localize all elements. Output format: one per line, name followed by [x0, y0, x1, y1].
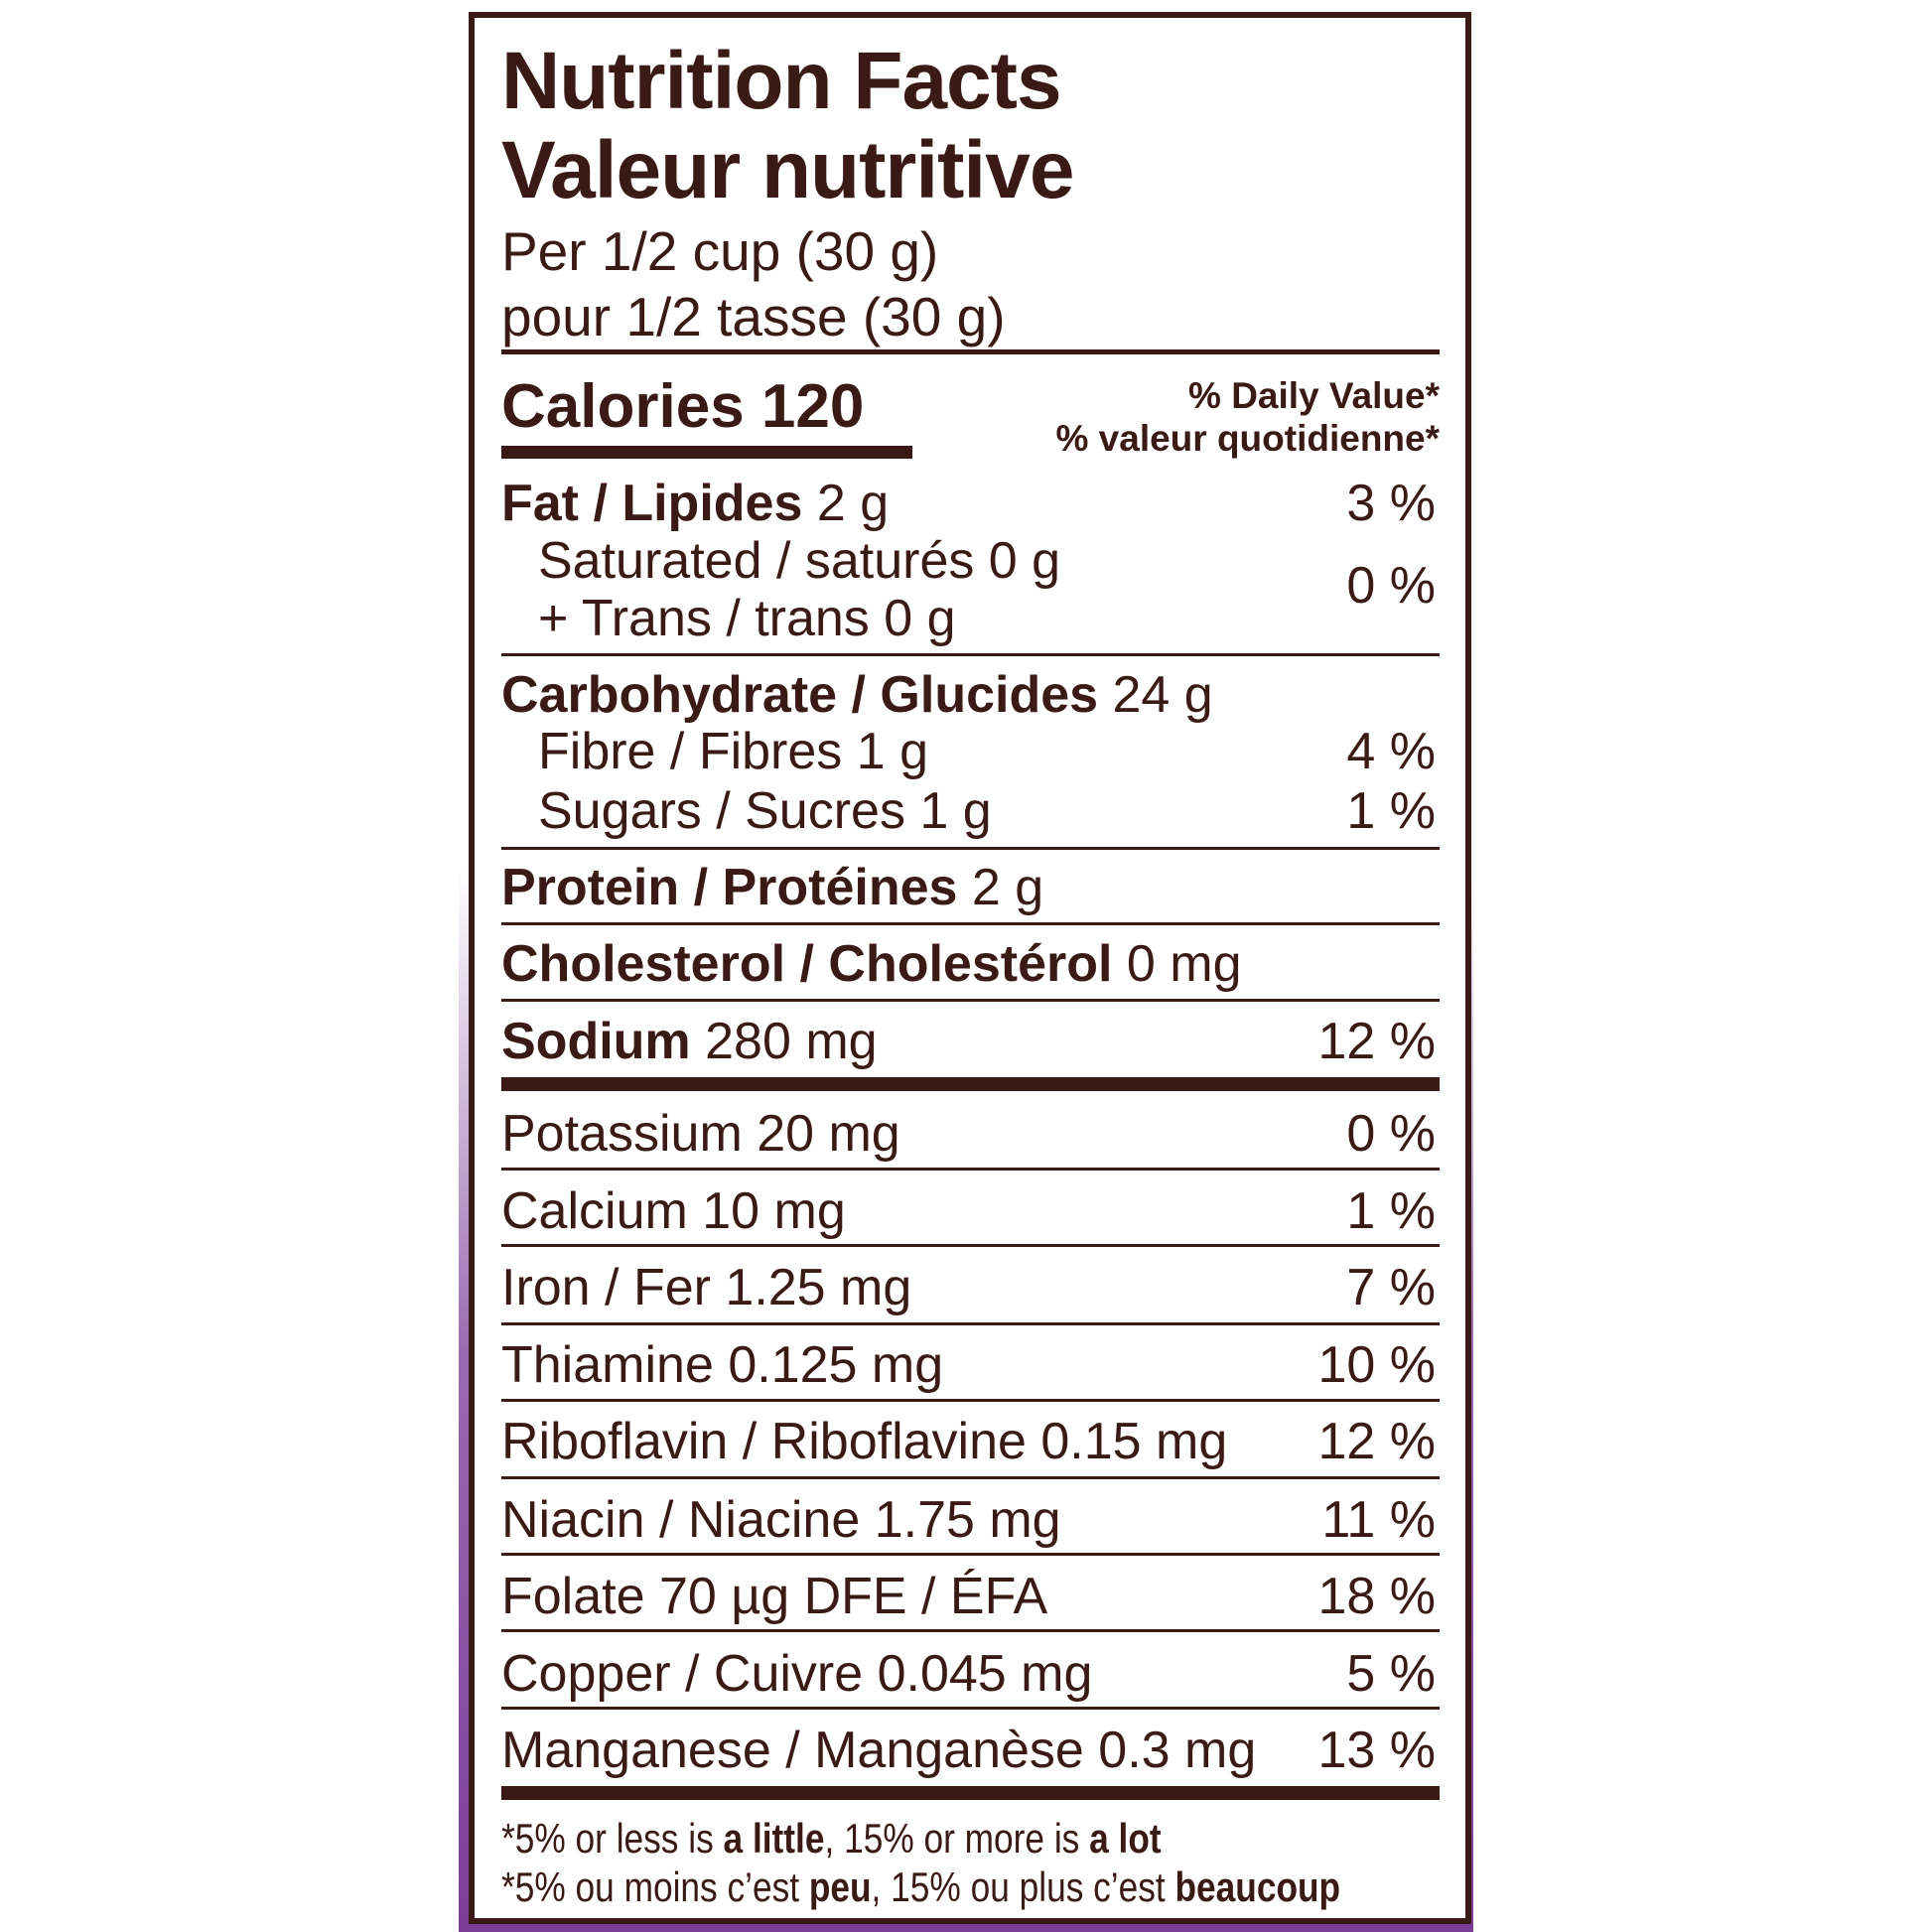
divider	[501, 1399, 1440, 1402]
micro-dv: 0 %	[1346, 1105, 1436, 1163]
divider	[501, 1322, 1440, 1325]
divider	[501, 999, 1440, 1002]
fibre-row: Fibre / Fibres 1 g	[538, 723, 929, 780]
thick-divider	[501, 1786, 1440, 1800]
fat-dv: 3 %	[1346, 475, 1436, 532]
micro-row: Folate 70 µg DFE / ÉFA	[501, 1568, 1048, 1625]
micro-row: Niacin / Niacine 1.75 mg	[501, 1491, 1061, 1549]
micro-row: Riboflavin / Riboflavine 0.15 mg	[501, 1413, 1228, 1470]
calories: Calories 120	[501, 372, 865, 441]
sodium-row: Sodium 280 mg	[501, 1013, 878, 1070]
sat-trans-dv: 0 %	[1346, 557, 1436, 615]
micro-dv: 18 %	[1317, 1568, 1436, 1625]
calories-bar	[501, 446, 912, 459]
micro-dv: 13 %	[1317, 1722, 1436, 1779]
sugars-dv: 1 %	[1346, 782, 1436, 840]
divider	[501, 1244, 1440, 1247]
divider	[501, 1707, 1440, 1710]
nutrition-facts-table: Nutrition Facts Valeur nutritive Per 1/2…	[469, 12, 1471, 1924]
protein-row: Protein / Protéines 2 g	[501, 859, 1044, 916]
sugars-row: Sugars / Sucres 1 g	[538, 782, 992, 840]
micro-row: Calcium 10 mg	[501, 1182, 846, 1240]
fibre-dv: 4 %	[1346, 723, 1436, 780]
trans-row: + Trans / trans 0 g	[538, 590, 956, 647]
daily-value-en: % Daily Value*	[1188, 375, 1440, 416]
cholesterol-row: Cholesterol / Cholestérol 0 mg	[501, 935, 1242, 993]
thick-divider	[501, 1077, 1440, 1091]
divider	[501, 653, 1440, 656]
divider	[501, 1168, 1440, 1171]
micro-dv: 11 %	[1321, 1491, 1436, 1549]
micro-row: Copper / Cuivre 0.045 mg	[501, 1645, 1093, 1703]
micro-dv: 1 %	[1346, 1182, 1436, 1240]
divider	[501, 1476, 1440, 1479]
divider	[501, 847, 1440, 850]
title-fr: Valeur nutritive	[501, 125, 1074, 215]
divider	[501, 1629, 1440, 1632]
carb-row: Carbohydrate / Glucides 24 g	[501, 666, 1213, 724]
micro-dv: 5 %	[1346, 1645, 1436, 1703]
sodium-dv: 12 %	[1317, 1013, 1436, 1070]
divider	[501, 922, 1440, 925]
footnote-en: *5% or less is a little, 15% or more is …	[501, 1815, 1162, 1862]
title-en: Nutrition Facts	[501, 36, 1062, 126]
micro-dv: 7 %	[1346, 1259, 1436, 1316]
micro-dv: 12 %	[1317, 1413, 1436, 1470]
micro-row: Manganese / Manganèse 0.3 mg	[501, 1722, 1257, 1779]
daily-value-fr: % valeur quotidienne*	[1055, 418, 1440, 459]
serving-size-en: Per 1/2 cup (30 g)	[501, 220, 939, 282]
serving-size-fr: pour 1/2 tasse (30 g)	[501, 286, 1006, 347]
micro-dv: 10 %	[1317, 1336, 1436, 1394]
fat-row: Fat / Lipides 2 g	[501, 475, 890, 532]
micro-row: Thiamine 0.125 mg	[501, 1336, 944, 1394]
divider	[501, 1553, 1440, 1556]
saturated-row: Saturated / saturés 0 g	[538, 532, 1061, 590]
divider	[501, 349, 1440, 354]
micro-row: Iron / Fer 1.25 mg	[501, 1259, 912, 1316]
micro-row: Potassium 20 mg	[501, 1105, 900, 1163]
footnote-fr: *5% ou moins c’est peu, 15% ou plus c’es…	[501, 1863, 1341, 1910]
